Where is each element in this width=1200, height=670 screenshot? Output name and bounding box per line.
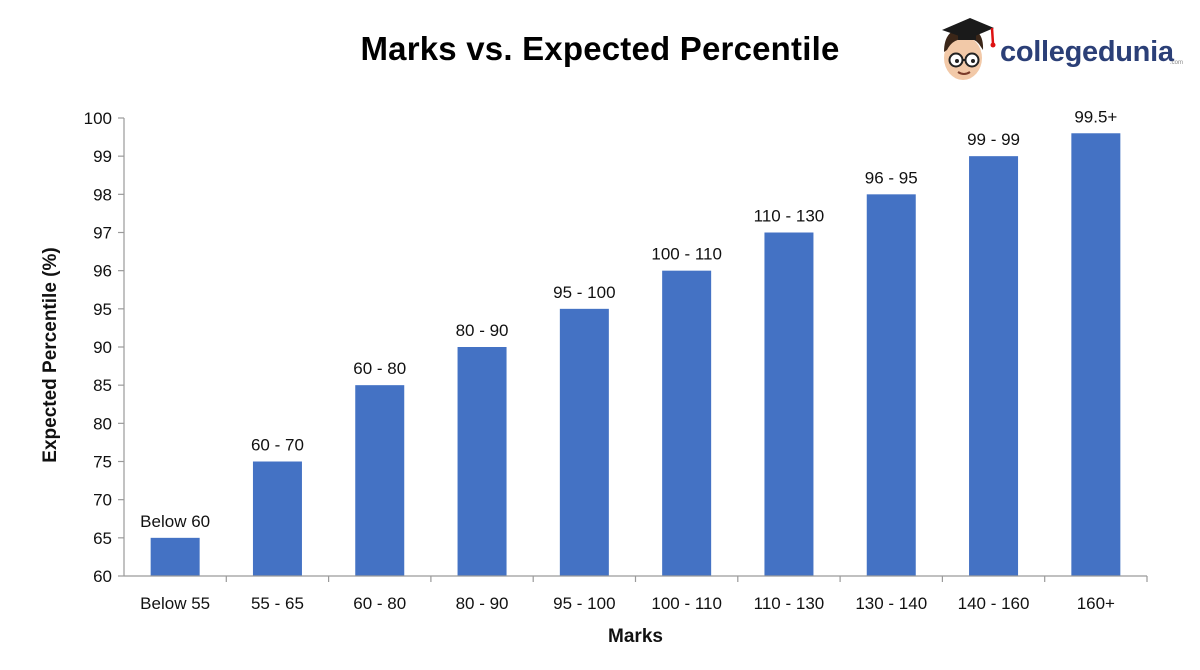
bar: [252, 461, 302, 576]
y-tick-label: 96: [93, 262, 112, 281]
y-tick-label: 90: [93, 338, 112, 357]
x-tick-label: 80 - 90: [456, 594, 509, 613]
data-label: 99 - 99: [967, 130, 1020, 149]
y-tick-label: 75: [93, 453, 112, 472]
data-label: 80 - 90: [456, 321, 509, 340]
data-label: 100 - 110: [651, 245, 722, 264]
x-tick-label: 60 - 80: [353, 594, 406, 613]
data-label: 60 - 70: [251, 436, 304, 455]
data-label: 96 - 95: [865, 168, 918, 187]
logo-suffix: .com: [1170, 60, 1184, 66]
bar: [764, 232, 814, 576]
x-axis-ticks: Below 55 55 - 65 60 - 80 80 - 90 95 - 100 100…: [140, 576, 1148, 613]
y-tick-label: 65: [93, 529, 112, 548]
x-tick-label: 100 - 110: [651, 594, 722, 613]
bar: [355, 385, 405, 576]
y-tick-label: 97: [93, 224, 112, 243]
data-label: 110 - 130: [754, 207, 825, 226]
y-tick-label: 99: [93, 147, 112, 166]
x-tick-label: 55 - 65: [251, 594, 304, 613]
data-label: 99.5+: [1074, 107, 1117, 126]
bar: [559, 308, 609, 576]
bar: [969, 156, 1019, 576]
y-axis-title: Expected Percentile (%): [40, 247, 61, 462]
x-axis-title: Marks: [608, 626, 663, 647]
bar: [662, 270, 712, 576]
bar: [457, 347, 507, 576]
y-tick-label: 98: [93, 185, 112, 204]
data-label: Below 60: [140, 512, 210, 531]
x-tick-label: 95 - 100: [553, 594, 615, 613]
mascot-icon: [942, 18, 996, 80]
data-label: 95 - 100: [553, 283, 615, 302]
y-tick-label: 95: [93, 300, 112, 319]
y-tick-label: 80: [93, 414, 112, 433]
bars: [150, 133, 1121, 577]
x-tick-label: 160+: [1077, 594, 1115, 613]
y-tick-label: 100: [84, 109, 112, 128]
bar: [150, 537, 200, 576]
y-tick-label: 85: [93, 376, 112, 395]
y-axis-ticks: 60 65 70 75 80 85 90 95 96 97 98 99 100: [84, 109, 124, 586]
y-tick-label: 70: [93, 491, 112, 510]
x-tick-label: 110 - 130: [754, 594, 825, 613]
data-labels: Below 60 60 - 70 60 - 80 80 - 90 95 - 100 100…: [140, 107, 1117, 531]
y-tick-label: 60: [93, 567, 112, 586]
x-tick-label: 140 - 160: [958, 594, 1030, 613]
x-tick-label: Below 55: [140, 594, 210, 613]
collegedunia-logo: collegedunia .com: [932, 10, 1192, 90]
logo-wordmark: collegedunia: [1000, 36, 1174, 68]
data-label: 60 - 80: [353, 359, 406, 378]
x-tick-label: 130 - 140: [855, 594, 927, 613]
bar: [866, 194, 916, 577]
chart-title: Marks vs. Expected Percentile: [360, 30, 840, 67]
bar: [1071, 133, 1121, 576]
